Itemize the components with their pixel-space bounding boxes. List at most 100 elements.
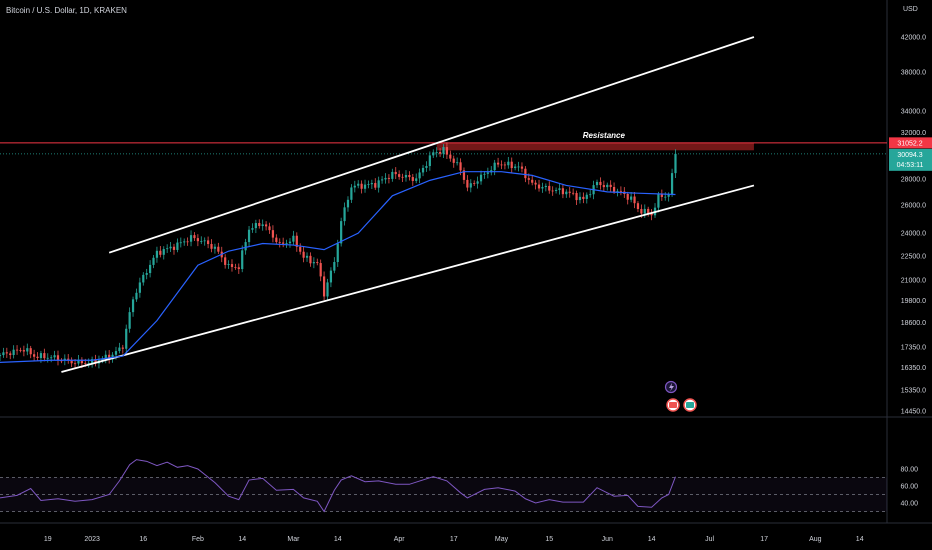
moving-average-line <box>0 171 676 363</box>
candle-body <box>640 208 643 214</box>
candle-body <box>36 356 39 359</box>
candle-body <box>619 190 623 192</box>
candle-body <box>63 358 66 361</box>
candle-body <box>452 158 455 163</box>
candle-body <box>87 363 90 364</box>
candle-body <box>80 359 83 364</box>
candle-body <box>230 264 234 267</box>
candle-body <box>210 244 213 249</box>
candle-body <box>660 194 663 197</box>
time-tick-label: 14 <box>238 536 246 543</box>
rsi-axis: 80.00 60.00 40.00 <box>900 467 918 508</box>
price-axis[interactable]: 42000.0 38000.0 34000.0 32000.0 28000.0 26000… <box>901 35 926 416</box>
resistance-price-tag: 31052.2 <box>889 137 932 149</box>
candle-body <box>108 354 111 360</box>
candle-body <box>636 203 640 209</box>
candle-body <box>602 185 605 188</box>
candle-body <box>462 170 466 180</box>
candle-body <box>179 242 182 244</box>
candle-body <box>408 175 411 178</box>
candle-body <box>234 266 237 268</box>
rsi-line <box>0 459 676 513</box>
candle-body <box>520 166 524 169</box>
candle-body <box>336 243 339 263</box>
candle-body <box>67 358 70 360</box>
candle-body <box>118 347 121 352</box>
candle-body <box>398 174 401 177</box>
event-markers[interactable] <box>664 380 697 412</box>
candle-body <box>554 189 558 191</box>
candle-body <box>254 223 257 229</box>
candle-body <box>128 312 131 329</box>
candle-body <box>483 173 486 175</box>
candle-body <box>496 162 500 165</box>
time-tick-label: 14 <box>856 536 864 543</box>
candle-body <box>206 240 210 245</box>
candle-body <box>493 162 496 171</box>
candle-body <box>466 179 469 188</box>
candle-body <box>155 250 159 258</box>
candle-body <box>251 228 254 230</box>
price-pane[interactable]: Resistance <box>0 36 887 373</box>
candle-body <box>29 348 32 355</box>
candle-body <box>479 174 483 182</box>
time-tick-label: Mar <box>287 536 300 543</box>
candle-body <box>292 235 295 242</box>
candle-body <box>326 282 329 297</box>
candle-body <box>176 242 179 250</box>
candle-body <box>432 152 435 156</box>
candle-body <box>183 241 186 243</box>
currency-label: USD <box>903 6 918 13</box>
candle-body <box>425 166 428 168</box>
candle-body <box>572 192 575 194</box>
upper-channel-line[interactable] <box>108 36 755 254</box>
candle-body <box>169 246 172 249</box>
candle-body <box>275 237 278 242</box>
candle-body <box>33 354 36 357</box>
candle-body <box>657 194 660 208</box>
candle-body <box>387 177 391 179</box>
time-tick-label: 19 <box>44 536 52 543</box>
price-tick-label: 21000.0 <box>901 277 926 284</box>
price-tick-label: 34000.0 <box>901 109 926 116</box>
candle-body <box>558 188 561 190</box>
candle-body <box>15 349 19 351</box>
resistance-tag-value: 31052.2 <box>897 140 922 147</box>
candle-body <box>524 168 527 179</box>
current-tag-countdown: 04:53:11 <box>897 162 924 169</box>
candle-body <box>340 221 343 244</box>
candle-body <box>404 175 408 178</box>
candle-body <box>2 352 5 356</box>
candle-body <box>282 242 285 244</box>
candle-body <box>77 359 80 364</box>
time-axis[interactable]: 19 2023 16 Feb 14 Mar 14 Apr 17 May 15 Jun 14 Jul 17 Au… <box>44 536 864 543</box>
chart-title: Bitcoin / U.S. Dollar, 1D, KRAKEN <box>6 6 127 15</box>
price-tick-label: 32000.0 <box>901 130 926 137</box>
candle-body <box>43 353 46 359</box>
price-tick-label: 14450.0 <box>901 409 926 416</box>
candle-body <box>418 172 421 179</box>
candle-body <box>285 243 288 244</box>
price-tick-label: 26000.0 <box>901 203 926 210</box>
resistance-tag-background <box>889 137 932 149</box>
candle-body <box>565 191 568 195</box>
resistance-zone[interactable] <box>436 142 754 151</box>
resistance-annotation[interactable]: Resistance <box>583 131 626 140</box>
candle-body <box>258 223 261 227</box>
candle-body <box>476 181 479 184</box>
candle-body <box>343 207 346 222</box>
candle-body <box>500 164 503 166</box>
candle-body <box>421 167 425 173</box>
candle-body <box>91 359 94 364</box>
price-tick-label: 38000.0 <box>901 70 926 77</box>
candle-body <box>503 164 507 166</box>
candle-body <box>633 196 636 204</box>
time-tick-label: Aug <box>809 536 822 543</box>
candle-body <box>104 354 107 359</box>
candle-body <box>595 181 599 186</box>
channel-group[interactable] <box>61 36 755 373</box>
rsi-pane[interactable] <box>0 459 887 513</box>
lower-channel-line[interactable] <box>61 184 755 373</box>
